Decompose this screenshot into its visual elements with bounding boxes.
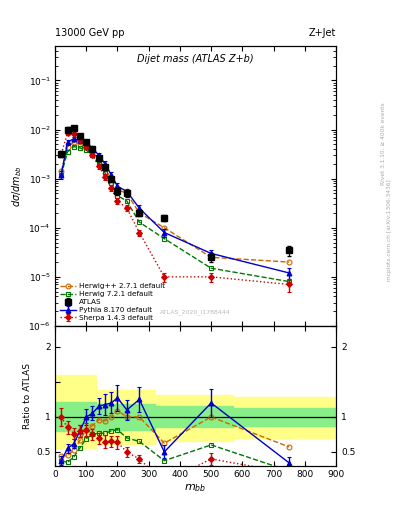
Herwig++ 2.7.1 default (109, 176, 114, 182)
Herwig++ 2.7.1 default (209, 254, 213, 261)
Herwig 7.2.1 default (137, 219, 142, 225)
Y-axis label: Ratio to ATLAS: Ratio to ATLAS (23, 363, 32, 429)
Herwig 7.2.1 default (125, 198, 129, 204)
Text: 13000 GeV pp: 13000 GeV pp (55, 28, 125, 38)
X-axis label: $m_{bb}$: $m_{bb}$ (184, 482, 207, 494)
Herwig 7.2.1 default (90, 152, 95, 158)
Herwig 7.2.1 default (96, 161, 101, 167)
Line: Herwig 7.2.1 default: Herwig 7.2.1 default (59, 144, 292, 284)
Herwig++ 2.7.1 default (125, 190, 129, 197)
Text: mcplots.cern.ch [arXiv:1306.3436]: mcplots.cern.ch [arXiv:1306.3436] (387, 180, 391, 281)
Herwig++ 2.7.1 default (287, 259, 292, 265)
Herwig++ 2.7.1 default (72, 139, 76, 145)
Herwig++ 2.7.1 default (90, 149, 95, 155)
Herwig 7.2.1 default (115, 193, 120, 199)
Text: Dijet mass (ATLAS Z+b): Dijet mass (ATLAS Z+b) (137, 54, 254, 65)
Herwig 7.2.1 default (287, 279, 292, 285)
Herwig++ 2.7.1 default (115, 186, 120, 193)
Herwig++ 2.7.1 default (103, 165, 107, 172)
Herwig++ 2.7.1 default (78, 141, 83, 147)
Legend: Herwig++ 2.7.1 default, Herwig 7.2.1 default, ATLAS, Pythia 8.170 default, Sherp: Herwig++ 2.7.1 default, Herwig 7.2.1 def… (59, 282, 166, 323)
Herwig 7.2.1 default (72, 143, 76, 150)
Herwig++ 2.7.1 default (96, 156, 101, 162)
Herwig++ 2.7.1 default (59, 168, 64, 175)
Text: ATLAS_2020_I1788444: ATLAS_2020_I1788444 (160, 309, 231, 315)
Herwig++ 2.7.1 default (162, 225, 167, 231)
Herwig 7.2.1 default (65, 149, 70, 155)
Herwig++ 2.7.1 default (137, 210, 142, 216)
Herwig++ 2.7.1 default (84, 143, 88, 150)
Text: Rivet 3.1.10, ≥ 400k events: Rivet 3.1.10, ≥ 400k events (381, 102, 386, 185)
Line: Herwig++ 2.7.1 default: Herwig++ 2.7.1 default (59, 140, 292, 265)
Herwig 7.2.1 default (162, 236, 167, 242)
Herwig 7.2.1 default (78, 145, 83, 151)
Herwig 7.2.1 default (84, 147, 88, 153)
Y-axis label: $d\sigma/dm_{bb}$: $d\sigma/dm_{bb}$ (10, 165, 24, 207)
Herwig 7.2.1 default (59, 172, 64, 178)
Text: Z+Jet: Z+Jet (309, 28, 336, 38)
Herwig++ 2.7.1 default (65, 143, 70, 150)
Herwig 7.2.1 default (109, 180, 114, 186)
Herwig 7.2.1 default (209, 265, 213, 271)
Herwig 7.2.1 default (103, 170, 107, 176)
